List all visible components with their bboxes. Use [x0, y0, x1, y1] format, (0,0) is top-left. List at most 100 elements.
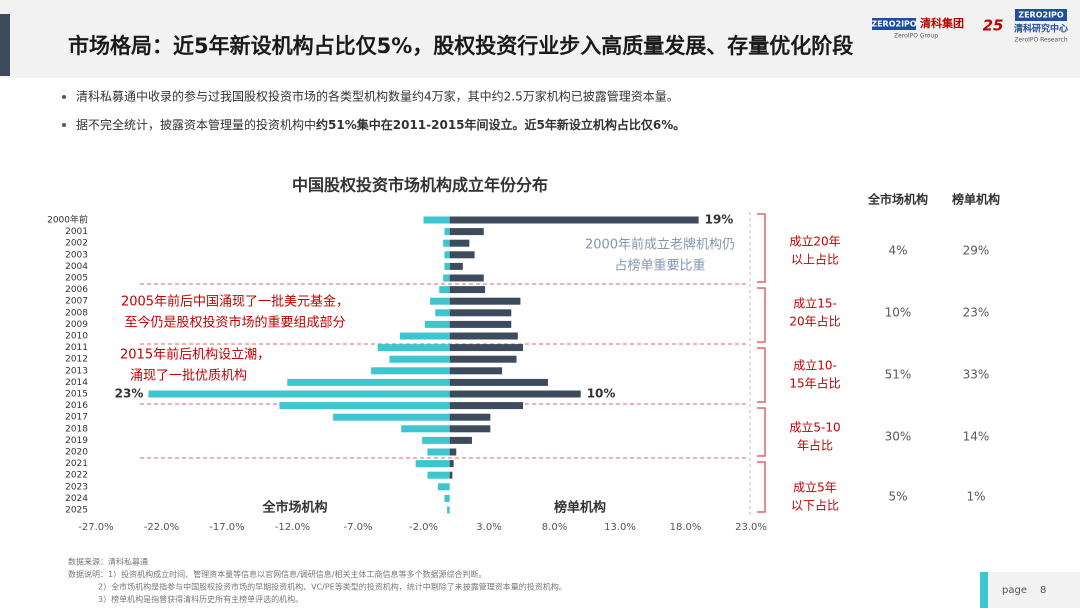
x-tick-label: -12.0% — [275, 522, 310, 533]
bar — [435, 309, 450, 317]
y-tick-label: 2021 — [65, 459, 88, 469]
x-tick-label: 3.0% — [476, 522, 501, 533]
table-cell: 5% — [888, 490, 907, 504]
bar — [333, 413, 450, 421]
annotation: 至今仍是股权投资市场的重要组成部分 — [124, 315, 345, 331]
table-header: 全市场机构 — [867, 192, 928, 207]
logos: ZERO2IPO 清科集团 ZeroIPO Group 25 ZERO2IPO … — [871, 9, 1068, 44]
table-row-label: 以上占比 — [791, 252, 839, 267]
bar — [449, 471, 453, 479]
x-tick-label: -17.0% — [209, 522, 244, 533]
y-tick-label: 2023 — [65, 482, 88, 492]
annotation: 占榜单重要比重 — [614, 258, 705, 274]
x-tick-label: -27.0% — [78, 522, 113, 533]
page-label: page — [1002, 585, 1027, 596]
bar — [401, 425, 450, 433]
bar — [449, 332, 518, 340]
page-box — [980, 572, 1080, 608]
y-tick-label: 2004 — [65, 262, 88, 272]
bar — [449, 228, 484, 236]
bar — [444, 494, 450, 502]
bar — [279, 402, 450, 410]
bar — [415, 460, 450, 468]
legend-label: 全市场机构 — [261, 500, 327, 516]
x-tick-label: 8.0% — [542, 522, 567, 533]
bar — [449, 286, 486, 294]
y-tick-label: 2003 — [65, 250, 88, 260]
table-row-label: 年占比 — [797, 438, 833, 453]
bar — [371, 367, 450, 375]
footnote: 2）全市场机构是指参与中国股权投资市场的早期投资机构、VC/PE等类型的投资机构… — [98, 582, 567, 592]
y-tick-label: 2024 — [65, 494, 88, 504]
logo-text: 25 — [983, 17, 1004, 35]
x-tick-label: -22.0% — [144, 522, 179, 533]
y-tick-label: 2020 — [65, 448, 88, 458]
x-tick-label: 23.0% — [735, 522, 767, 533]
logo-text: ZeroIPO Research — [1014, 37, 1068, 44]
annotation: 2000年前成立老牌机构仍 — [585, 237, 735, 253]
y-tick-label: 2001 — [65, 227, 88, 237]
header-band — [0, 0, 1080, 78]
bar — [449, 297, 521, 305]
table-cell: 30% — [885, 430, 912, 444]
y-tick-label: 2015 — [65, 390, 88, 400]
table-row-label: 成立20年 — [789, 234, 840, 249]
bar — [449, 367, 503, 375]
bullet-part: 据不完全统计，披露资本管理量的投资机构中 — [76, 117, 316, 132]
bar — [424, 320, 450, 328]
table-cell: 1% — [966, 490, 985, 504]
annotation: 2015年前后机构设立潮， — [120, 347, 270, 363]
group-bracket — [757, 461, 766, 513]
table-row-label: 成立10- — [793, 358, 837, 373]
page-number: 8 — [1040, 585, 1046, 596]
logo-box — [872, 18, 916, 30]
table-cell: 14% — [963, 430, 990, 444]
y-tick-label: 2009 — [65, 320, 88, 330]
data-label: 19% — [705, 213, 734, 227]
bar — [422, 436, 450, 444]
y-tick-label: 2013 — [65, 366, 88, 376]
bar — [449, 274, 484, 282]
bar — [437, 483, 450, 491]
bar — [444, 262, 450, 270]
y-tick-label: 2007 — [65, 297, 88, 307]
bullet-part: 约51%集中在2011-2015年间设立。近5年新设立机构占比仅6%。 — [316, 117, 685, 132]
bar — [427, 448, 450, 456]
bar — [449, 448, 457, 456]
table-row-label: 20年占比 — [789, 314, 840, 329]
y-tick-label: 2025 — [65, 506, 88, 516]
bullet-dot — [62, 95, 66, 99]
bar — [449, 309, 512, 317]
table-cell: 33% — [963, 368, 990, 382]
logo-text: ZERO2IPO — [871, 20, 917, 29]
bar — [449, 262, 463, 270]
y-tick-label: 2006 — [65, 285, 88, 295]
bar — [377, 344, 450, 352]
bar — [443, 239, 450, 247]
group-bracket — [757, 287, 766, 343]
bullet: 清科私募通中收录的参与过我国股权投资市场的各类型机构数量约4万家，其中约2.5万… — [76, 89, 679, 104]
bar — [148, 390, 450, 398]
logo-text: ZeroIPO Group — [894, 33, 938, 40]
bullet-dot — [62, 123, 66, 127]
y-tick-label: 2000年前 — [47, 214, 88, 226]
group-bracket — [757, 213, 766, 283]
y-tick-label: 2017 — [65, 413, 88, 423]
bar — [423, 216, 450, 224]
bar — [449, 460, 454, 468]
chart-title: 中国股权投资市场机构成立年份分布 — [292, 176, 548, 195]
bar — [449, 216, 699, 224]
y-tick-label: 2008 — [65, 308, 88, 318]
bar — [287, 378, 450, 386]
x-tick-label: -7.0% — [343, 522, 372, 533]
y-tick-label: 2018 — [65, 424, 88, 434]
y-tick-label: 2011 — [65, 343, 88, 353]
bar — [444, 251, 450, 259]
y-tick-label: 2002 — [65, 239, 88, 249]
page-accent — [980, 572, 988, 608]
footnote: 3）榜单机构是指曾获得清科历史所有主榜单评选的机构。 — [98, 594, 303, 604]
bar — [449, 436, 472, 444]
group-bracket — [757, 347, 766, 403]
logo-text: ZERO2IPO — [1018, 11, 1064, 20]
